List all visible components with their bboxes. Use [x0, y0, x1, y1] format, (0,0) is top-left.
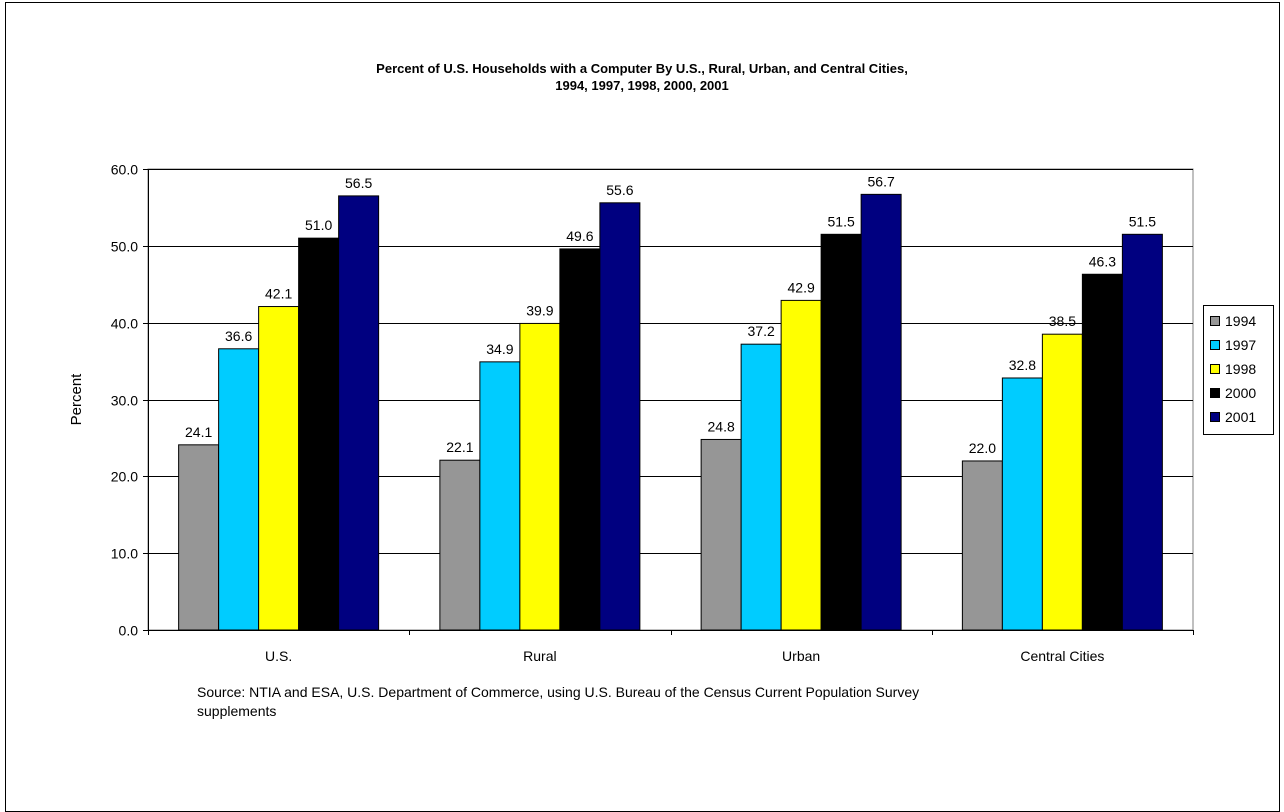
bar-2000-0: [298, 237, 340, 631]
source-note-line-1: Source: NTIA and ESA, U.S. Department of…: [197, 684, 920, 700]
legend-item-2000: 2000: [1210, 383, 1256, 403]
bar-1998-3: [1041, 333, 1083, 631]
y-tick-label: 20.0: [111, 469, 138, 485]
data-label: 24.1: [185, 424, 212, 440]
legend-label: 1998: [1225, 361, 1257, 377]
legend-item-2001: 2001: [1210, 407, 1256, 427]
bar-1997-1: [479, 361, 521, 631]
bar-1994-3: [961, 460, 1003, 631]
data-label: 42.9: [788, 279, 815, 295]
data-label: 56.5: [345, 175, 372, 191]
data-label: 38.5: [1049, 313, 1076, 329]
data-label: 22.1: [446, 439, 473, 455]
data-label: 24.8: [708, 418, 735, 434]
bar-2001-3: [1121, 233, 1163, 631]
bar-1997-3: [1001, 377, 1043, 631]
bar-1998-2: [780, 299, 822, 631]
y-tick-label: 0.0: [119, 623, 139, 639]
legend-swatch: [1210, 340, 1220, 350]
bar-2001-0: [338, 195, 380, 631]
chart-title-line-2: 1994, 1997, 1998, 2000, 2001: [555, 78, 729, 93]
legend-label: 2001: [1225, 409, 1257, 425]
data-label: 37.2: [748, 323, 775, 339]
chart-title-line-1: Percent of U.S. Households with a Comput…: [376, 61, 908, 76]
data-label: 55.6: [606, 182, 633, 198]
legend-swatch: [1210, 364, 1220, 374]
bar-1994-0: [178, 444, 220, 631]
y-tick-label: 40.0: [111, 316, 138, 332]
legend-label: 2000: [1225, 385, 1257, 401]
data-label: 51.5: [828, 213, 855, 229]
bar-1998-1: [519, 322, 561, 631]
data-label: 51.0: [305, 217, 332, 233]
bar-1994-2: [700, 438, 742, 631]
data-label: 22.0: [969, 440, 996, 456]
bar-2000-3: [1081, 273, 1123, 631]
data-label: 46.3: [1089, 253, 1116, 269]
data-label: 56.7: [868, 173, 895, 189]
legend-swatch: [1210, 412, 1220, 422]
legend-item-1997: 1997: [1210, 335, 1256, 355]
data-label: 34.9: [486, 341, 513, 357]
y-tick-label: 30.0: [111, 393, 138, 409]
y-tick-label: 10.0: [111, 546, 138, 562]
data-label: 36.6: [225, 328, 252, 344]
bar-1994-1: [439, 459, 481, 631]
source-note: Source: NTIA and ESA, U.S. Department of…: [197, 683, 1117, 721]
bar-2000-1: [559, 248, 601, 631]
bar-2000-2: [820, 233, 862, 631]
bar-1997-2: [740, 343, 782, 631]
bar-1998-0: [258, 306, 300, 631]
data-label: 39.9: [526, 302, 553, 318]
y-tick-label: 60.0: [111, 162, 138, 178]
data-label: 32.8: [1009, 357, 1036, 373]
y-tick-label: 50.0: [111, 239, 138, 255]
category-label: Central Cities: [1020, 648, 1104, 664]
legend-swatch: [1210, 388, 1220, 398]
source-note-line-2: supplements: [197, 703, 277, 719]
data-label: 49.6: [566, 228, 593, 244]
bar-2001-2: [860, 193, 902, 631]
category-label: U.S.: [265, 648, 292, 664]
y-axis-label: Percent: [68, 373, 85, 426]
category-label: Rural: [523, 648, 556, 664]
bar-1997-0: [218, 348, 260, 631]
data-label: 42.1: [265, 286, 292, 302]
legend-swatch: [1210, 316, 1220, 326]
category-label: Urban: [782, 648, 820, 664]
chart-title: Percent of U.S. Households with a Comput…: [0, 60, 1284, 94]
legend-item-1994: 1994: [1210, 311, 1256, 331]
legend-label: 1994: [1225, 313, 1257, 329]
legend: 1994 1997 1998 2000 2001: [1203, 305, 1274, 435]
bar-2001-1: [599, 202, 641, 631]
legend-item-1998: 1998: [1210, 359, 1256, 379]
legend-label: 1997: [1225, 337, 1257, 353]
data-label: 51.5: [1129, 213, 1156, 229]
